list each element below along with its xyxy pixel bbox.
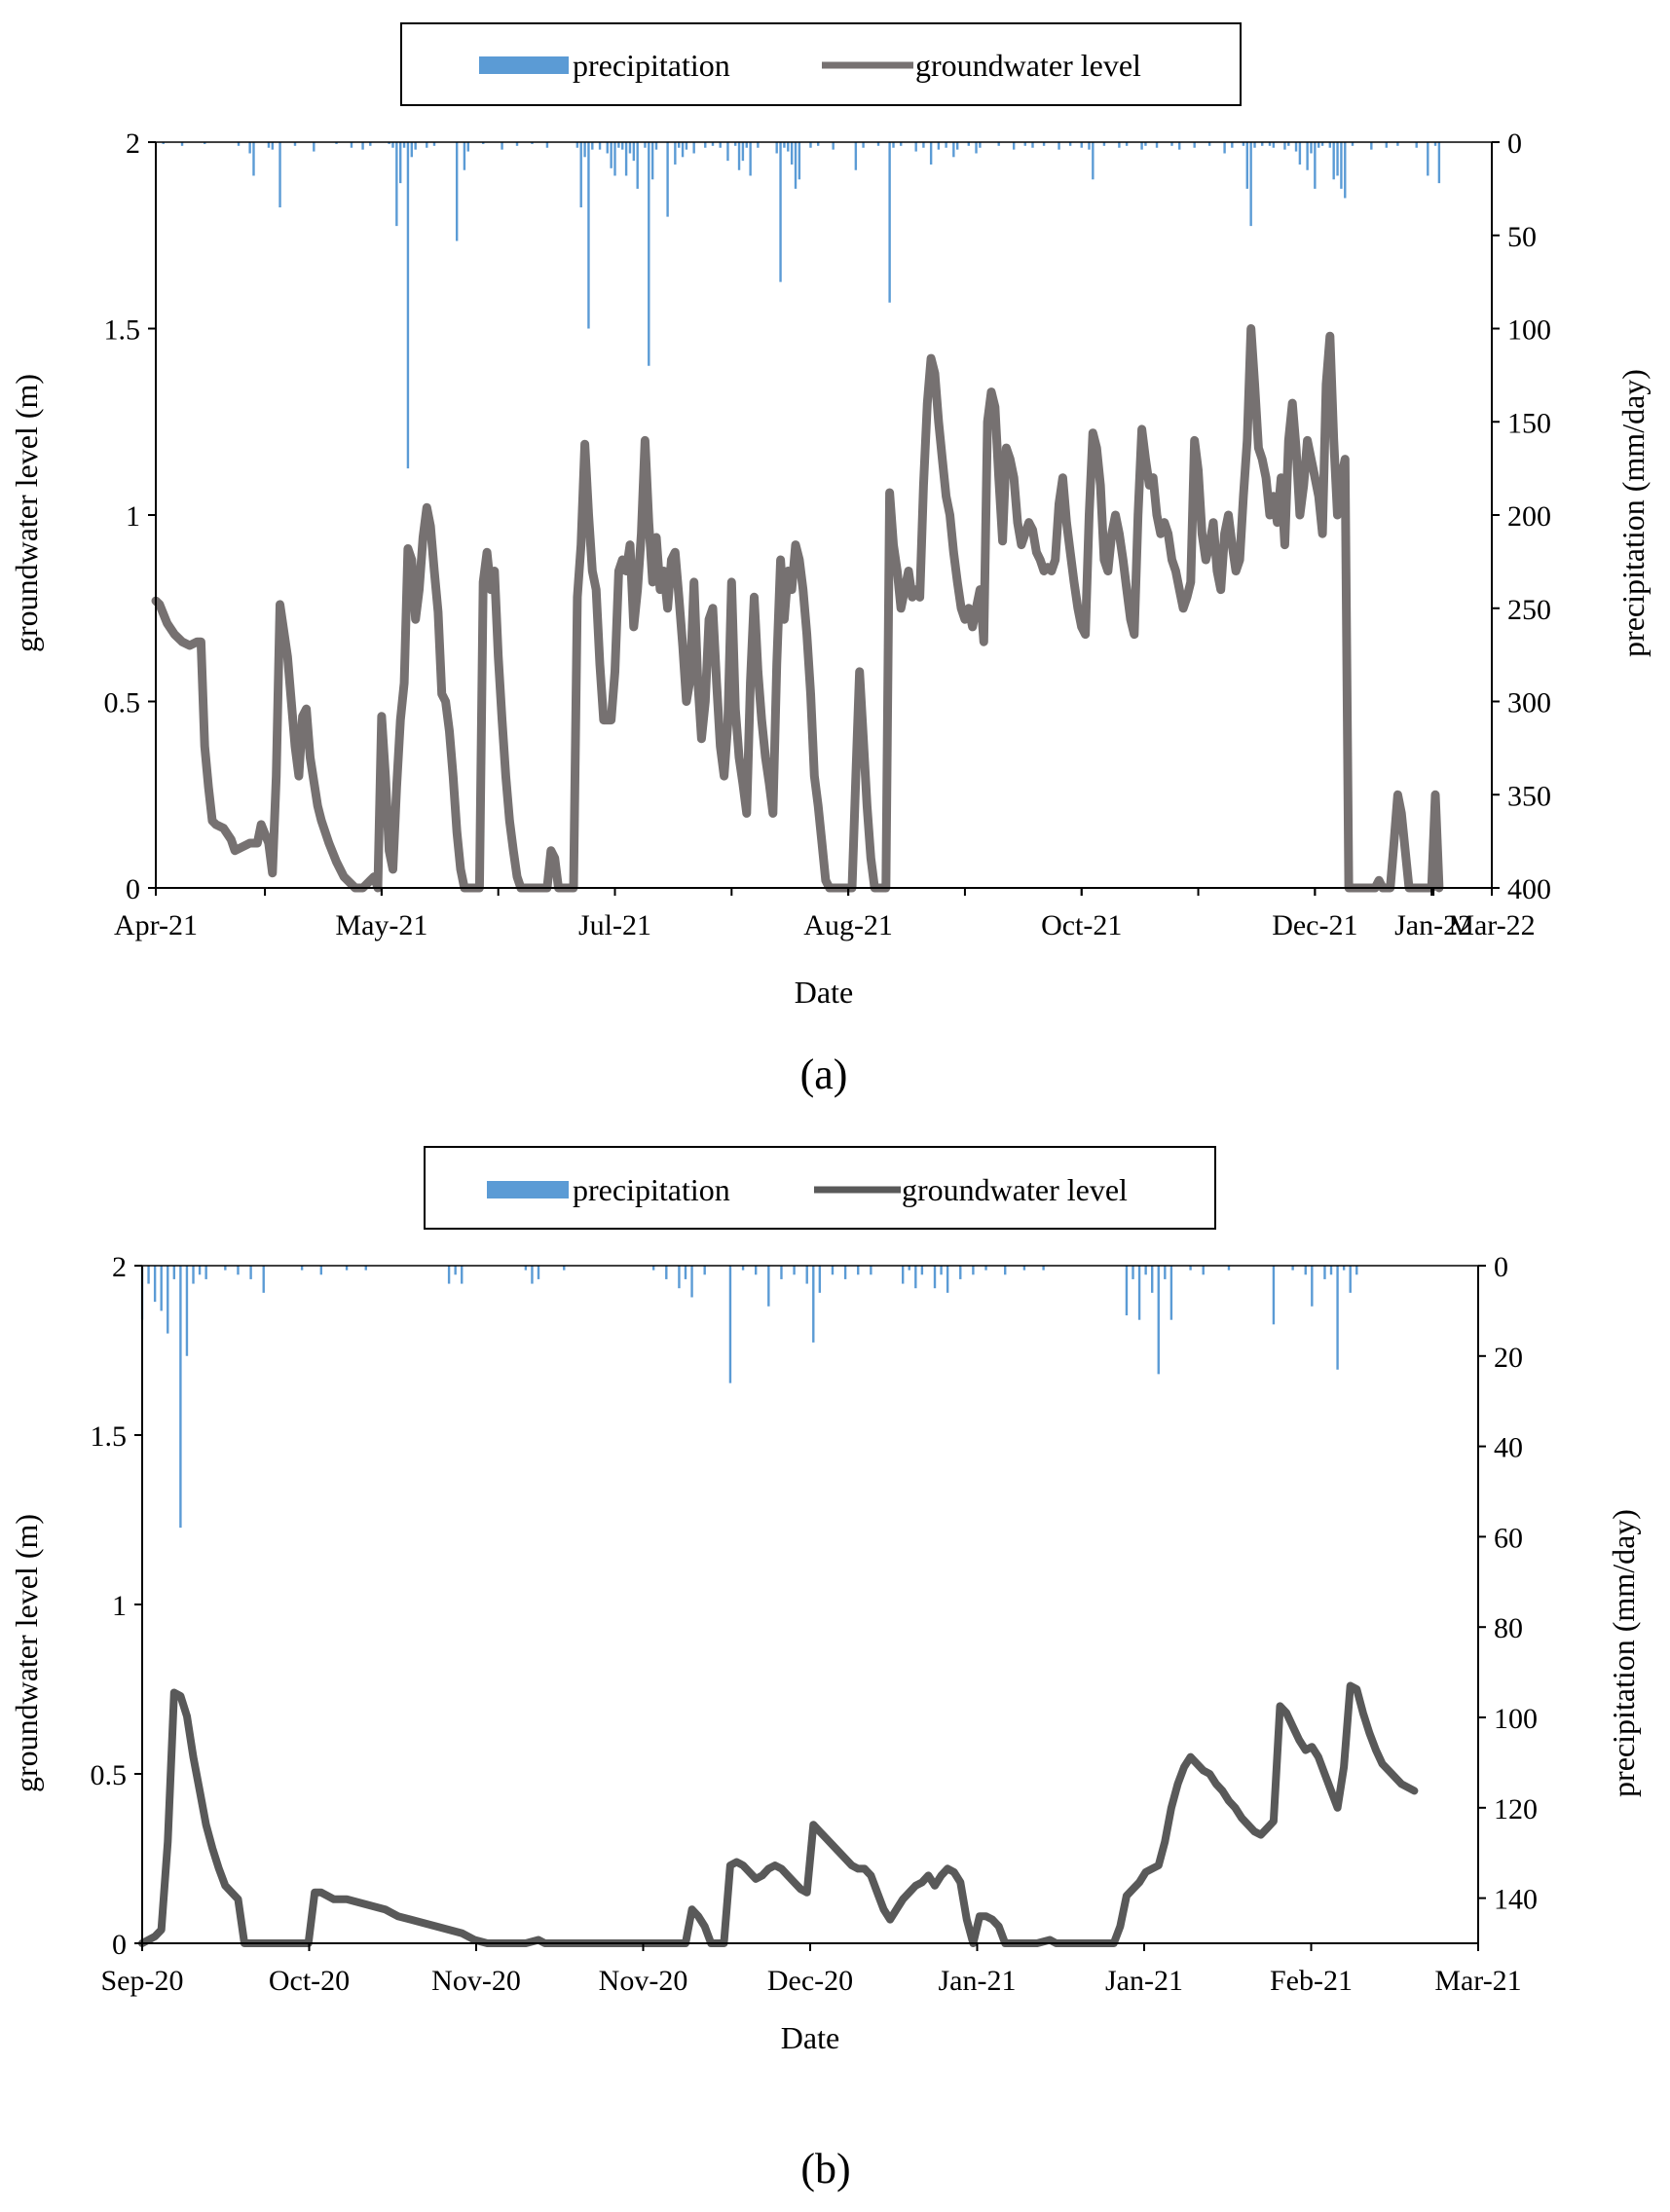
y-tick-label-right-5: 100 xyxy=(1494,1703,1538,1735)
y-tick-label-left-1: 0.5 xyxy=(104,687,141,719)
y-tick-label-right-0: 0 xyxy=(1494,1251,1508,1283)
y-tick-label-right-2: 40 xyxy=(1494,1432,1523,1464)
y-tick-label-right-8: 400 xyxy=(1507,873,1551,905)
y-tick-label-right-7: 350 xyxy=(1507,780,1551,812)
x-axis-title: Date xyxy=(795,975,853,1010)
x-tick-label-4: Oct-21 xyxy=(1041,909,1122,941)
y-tick-label-right-0: 0 xyxy=(1507,128,1522,160)
x-tick-label-2: Jul-21 xyxy=(578,909,651,941)
y-tick-label-right-5: 250 xyxy=(1507,594,1551,626)
chart-a: precipitation groundwater level 0 0.5 1 1.5… xyxy=(9,22,1651,1098)
x-axis-title: Date xyxy=(781,2020,839,2055)
groundwater-line xyxy=(151,324,1444,893)
y-tick-label-left-4: 2 xyxy=(126,128,140,160)
y-tick-label-right-2: 100 xyxy=(1507,314,1551,347)
y-tick-label-left-0: 0 xyxy=(112,1929,127,1961)
x-tick-label-6: Jan-21 xyxy=(1105,1965,1183,1997)
panel-label: (b) xyxy=(800,2145,850,2193)
y-tick-label-left-2: 1 xyxy=(112,1590,127,1622)
y-tick-label-right-7: 140 xyxy=(1494,1884,1538,1916)
x-tick-label-1: May-21 xyxy=(335,909,427,941)
legend-label-groundwater: groundwater level xyxy=(902,1172,1128,1207)
legend-a: precipitation groundwater level xyxy=(400,22,1242,106)
panel-label: (a) xyxy=(800,1051,848,1098)
y-tick-label-left-3: 1.5 xyxy=(104,314,141,347)
x-tick-label-0: Apr-21 xyxy=(114,909,198,941)
chart-b: precipitation groundwater level 0 0.5 1 1.5… xyxy=(9,1146,1641,2193)
legend-label-groundwater: groundwater level xyxy=(915,48,1141,83)
x-tick-label-7: Feb-21 xyxy=(1270,1965,1353,1997)
y-axis-title-left: groundwater level (m) xyxy=(9,1514,44,1792)
x-tick-label-5: Dec-21 xyxy=(1272,909,1357,941)
legend-b: precipitation groundwater level xyxy=(424,1146,1216,1230)
legend-swatch-precipitation xyxy=(487,1181,569,1198)
y-tick-label-left-4: 2 xyxy=(112,1251,127,1283)
x-tick-label-4: Dec-20 xyxy=(767,1965,853,1997)
legend-swatch-precipitation xyxy=(479,56,569,74)
x-tick-label-0: Sep-20 xyxy=(101,1965,184,1997)
y-tick-label-left-1: 0.5 xyxy=(91,1759,128,1791)
y-tick-label-left-3: 1.5 xyxy=(91,1420,128,1453)
y-tick-label-left-2: 1 xyxy=(126,500,140,533)
x-tick-label-2: Nov-20 xyxy=(431,1965,521,1997)
groundwater-line xyxy=(138,1681,1419,1947)
legend-label-precipitation: precipitation xyxy=(573,1172,730,1207)
y-tick-label-right-4: 80 xyxy=(1494,1612,1523,1644)
x-tick-label-7: Mar-22 xyxy=(1448,909,1535,941)
y-tick-label-right-3: 150 xyxy=(1507,407,1551,439)
y-tick-label-right-3: 60 xyxy=(1494,1522,1523,1554)
y-tick-label-right-1: 20 xyxy=(1494,1342,1523,1374)
plot-area-a: 0 0.5 1 1.5 2 0 50 100 150 200 250 300 350 400 Apr-21 M… xyxy=(104,128,1552,941)
x-tick-label-6: Jan-22 xyxy=(1394,909,1472,941)
y-tick-label-right-1: 50 xyxy=(1507,221,1537,253)
y-tick-label-right-4: 200 xyxy=(1507,500,1551,533)
x-tick-label-1: Oct-20 xyxy=(269,1965,350,1997)
x-tick-label-3: Nov-20 xyxy=(599,1965,688,1997)
y-tick-label-right-6: 120 xyxy=(1494,1793,1538,1825)
legend-label-precipitation: precipitation xyxy=(573,48,730,83)
y-axis-title-left: groundwater level (m) xyxy=(9,374,44,652)
x-tick-label-5: Jan-21 xyxy=(939,1965,1017,1997)
x-tick-label-8: Mar-21 xyxy=(1434,1965,1521,1997)
y-axis-title-right: precipitation (mm/day) xyxy=(1615,369,1651,657)
x-tick-label-3: Aug-21 xyxy=(803,909,893,941)
y-tick-label-left-0: 0 xyxy=(126,873,140,905)
y-axis-title-right: precipitation (mm/day) xyxy=(1606,1509,1641,1797)
y-tick-label-right-6: 300 xyxy=(1507,687,1551,719)
